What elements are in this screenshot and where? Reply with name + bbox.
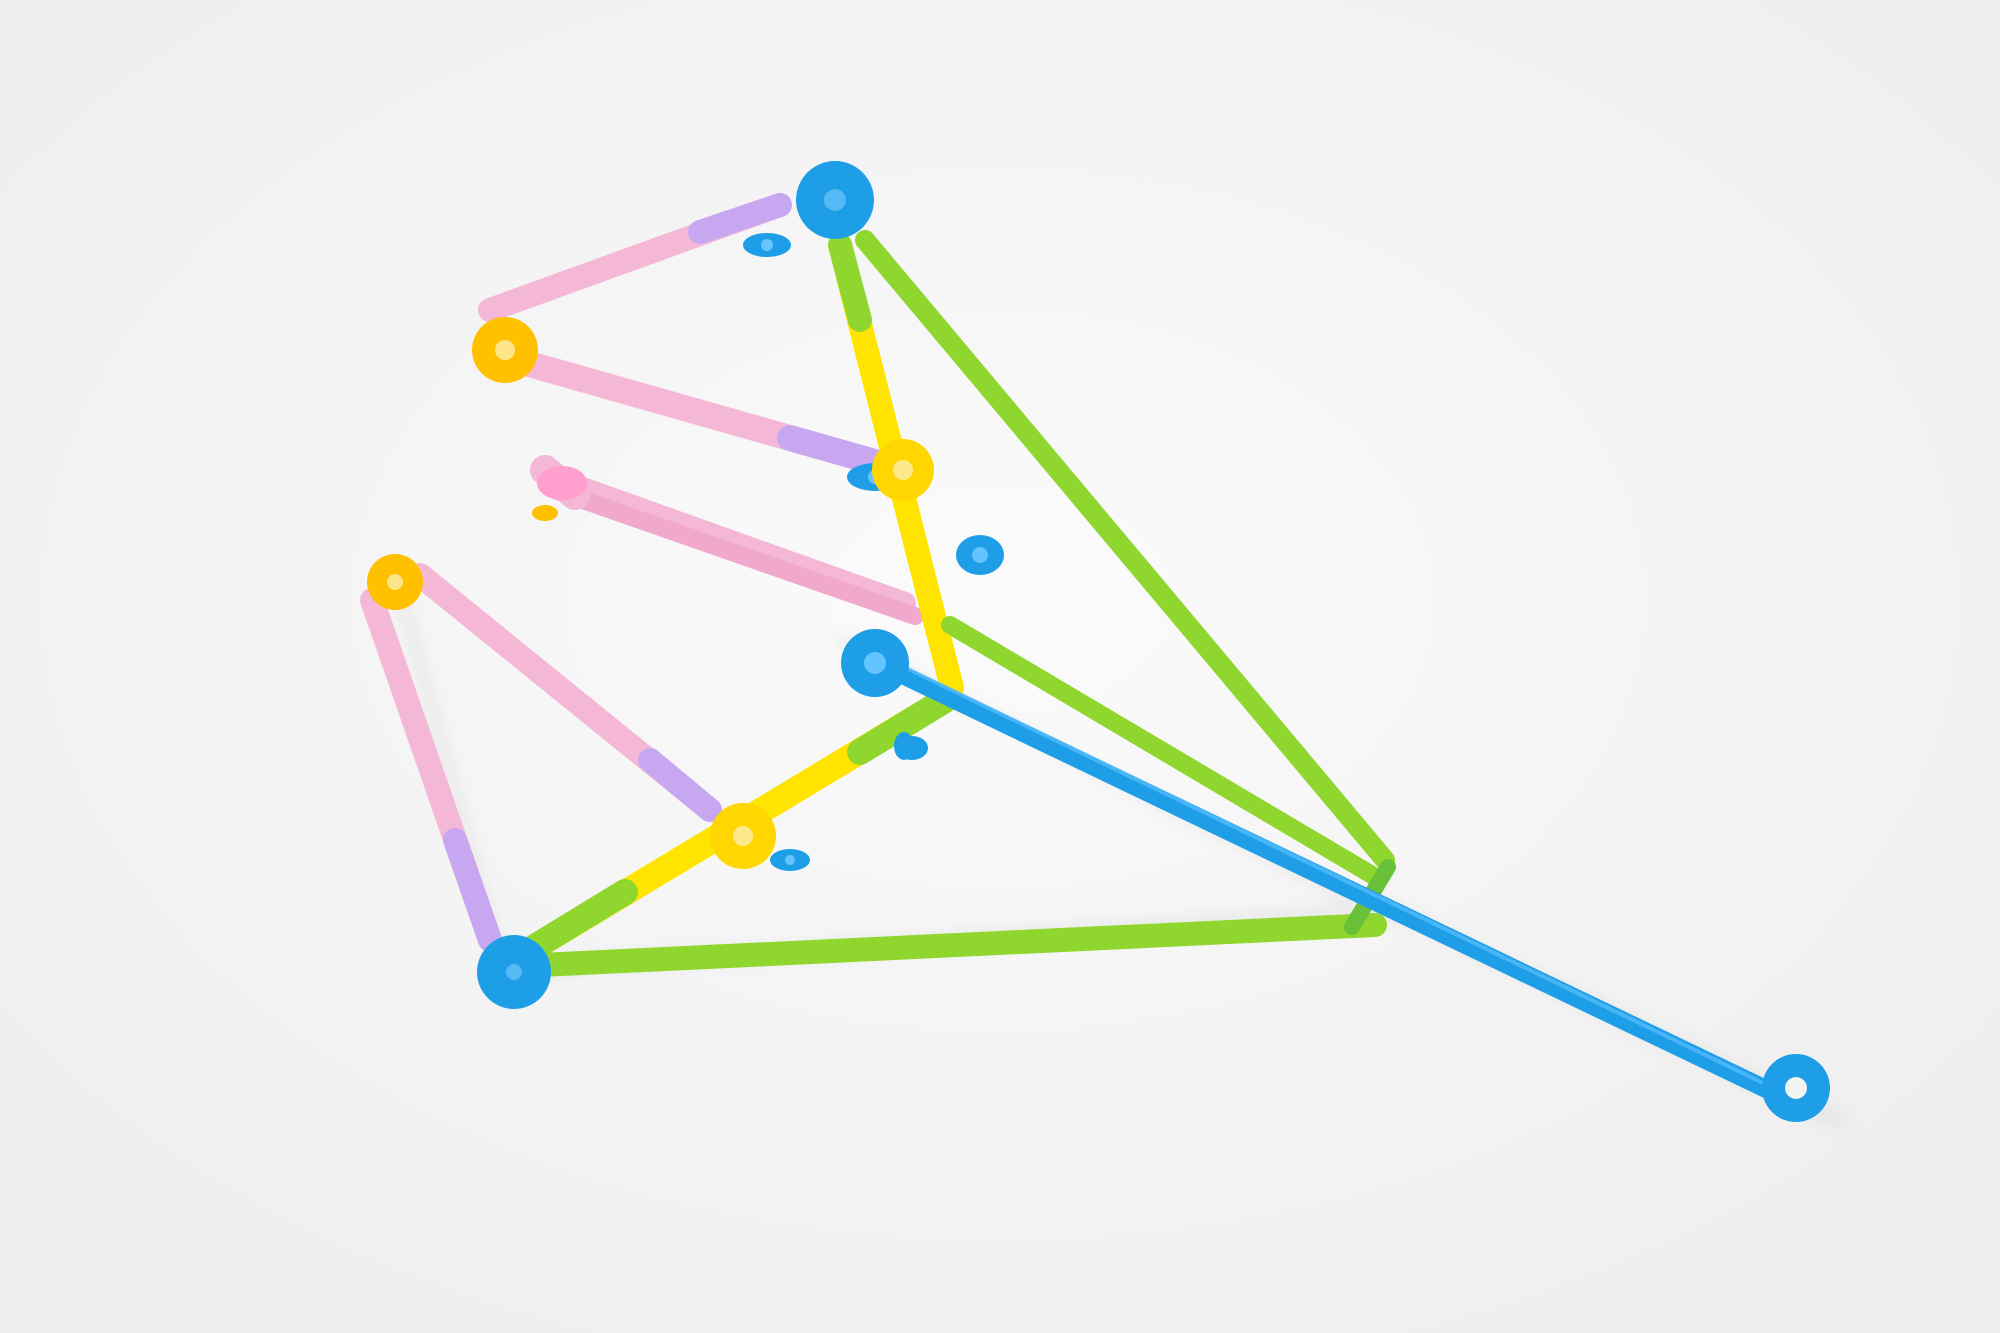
blue-connector-small-bottom-hole [785, 855, 795, 865]
yellow-straw-top-vertical-green [828, 233, 872, 332]
blue-connector-top-hole [824, 189, 846, 211]
green-straw-mid [941, 616, 1381, 884]
blue-connector-end-hole [1785, 1077, 1807, 1099]
blue-connector-small-right-hole [972, 547, 988, 563]
extra-tabs [532, 466, 914, 760]
yellow-straw-left-lower-green [517, 879, 638, 963]
pink-straws [360, 193, 924, 952]
pink-straw-center-lower [549, 469, 916, 614]
yellow-straw-left-lower-green-2 [847, 687, 958, 765]
yellow-connector-upper-left-hole [495, 340, 515, 360]
green-straws [528, 230, 1396, 977]
blue-hanging-tab [894, 732, 914, 760]
yellow-connectors [367, 317, 934, 869]
yellow-small-tab [532, 505, 558, 521]
pink-funnel-end [537, 466, 587, 500]
blue-straw-main [883, 661, 1804, 1112]
blue-connector-left-bottom-hole [506, 964, 522, 980]
pink-straw-left-vertical-shade [443, 828, 502, 952]
blue-connector-center-hole [864, 652, 886, 674]
blue-connector-top-tab-hole [761, 239, 773, 251]
yellow-connector-left-hole [387, 574, 403, 590]
blue-straw-main-highlight [898, 663, 1792, 1098]
yellow-connector-lower-left-hole [733, 826, 753, 846]
blue-straw-group [883, 661, 1804, 1112]
green-straw-long-upper [855, 230, 1395, 870]
green-straw-bottom [528, 913, 1387, 977]
pink-straw-left-diagonal-shade [638, 748, 722, 822]
yellow-connector-mid-top-hole [893, 460, 913, 480]
pink-straw-center-lower-2 [551, 483, 924, 625]
pink-straw-top-left-shade [688, 193, 792, 244]
pink-straw-mid-upper-shade [777, 425, 898, 478]
blue-connectors [477, 161, 1830, 1122]
